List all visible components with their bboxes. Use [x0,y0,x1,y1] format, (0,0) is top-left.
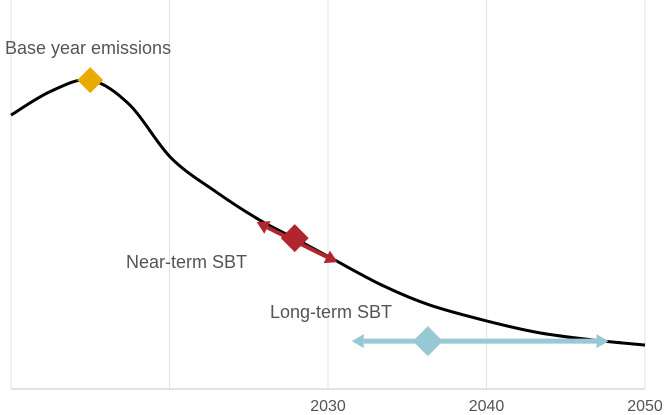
arrow-left-icon [351,334,364,349]
arrow-right-icon [596,334,609,349]
base-year-marker: Base year emissions [5,38,171,94]
arrow-left-icon [256,221,271,234]
x-tick-labels: 2030 2040 2050 [310,398,663,415]
near-term-sbt-label: Near-term SBT [126,252,247,272]
gridlines [10,0,646,389]
long-term-sbt-marker: Long-term SBT [270,302,609,357]
x-tick-label: 2030 [310,398,346,415]
long-term-sbt-label: Long-term SBT [270,302,392,322]
arrow-right-icon [323,250,338,264]
x-tick-label: 2040 [469,398,505,415]
long-term-sbt-diamond [412,326,443,357]
x-tick-label: 2050 [627,398,663,415]
base-year-label: Base year emissions [5,38,171,58]
near-term-sbt-marker: Near-term SBT [126,221,338,272]
near-term-sbt-diamond [280,224,309,253]
base-year-diamond [77,67,104,94]
